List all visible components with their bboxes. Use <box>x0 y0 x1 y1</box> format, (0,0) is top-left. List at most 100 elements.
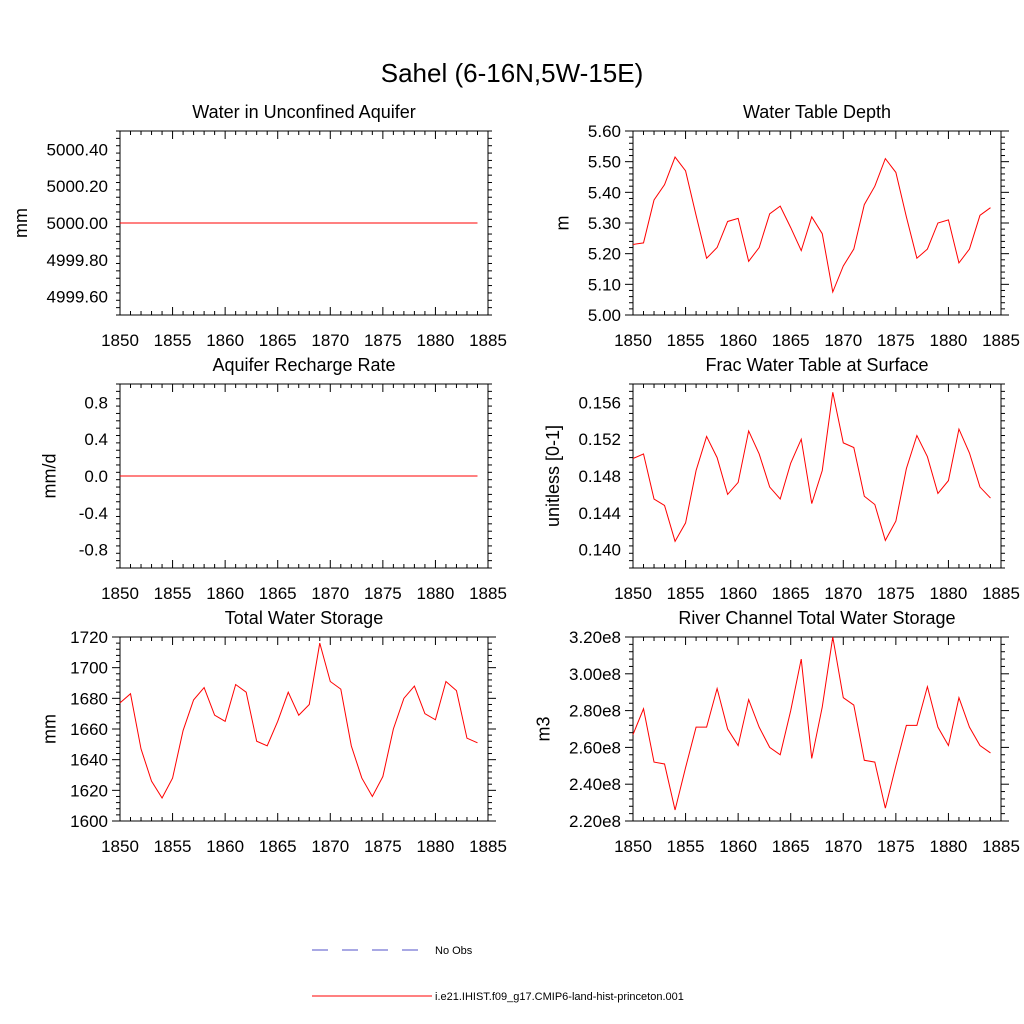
legend-obs-label: No Obs <box>435 945 473 957</box>
y-tick-label: 1600 <box>70 812 108 831</box>
y-tick-label: 1660 <box>70 720 108 739</box>
x-tick-label: 1880 <box>930 837 968 856</box>
y-tick-label: 2.40e8 <box>569 775 621 794</box>
y-axis-label: mm <box>11 208 31 238</box>
y-tick-label: -0.8 <box>79 541 108 560</box>
x-tick-label: 1880 <box>417 331 455 350</box>
y-tick-label: 2.60e8 <box>569 738 621 757</box>
x-tick-label: 1885 <box>982 584 1020 603</box>
x-tick-label: 1880 <box>930 584 968 603</box>
panels: Water in Unconfined Aquifer 1850 1855 1860 1… <box>11 102 1020 856</box>
x-tick-label: 1855 <box>667 331 705 350</box>
y-tick-label: 5.00 <box>588 306 621 325</box>
y-tick-label: 0.4 <box>84 430 108 449</box>
plot-frame <box>632 383 1002 569</box>
y-tick-label: 1720 <box>70 628 108 647</box>
y-axis-label: unitless [0-1] <box>543 425 563 527</box>
series-line <box>632 392 991 543</box>
y-tick-label: 4999.60 <box>47 288 108 307</box>
y-tick-label: 5000.40 <box>47 140 108 159</box>
x-tick-label: 1885 <box>982 837 1020 856</box>
x-tick-label: 1860 <box>719 584 757 603</box>
chart-panel-2: Water Table Depth 1850 1855 1860 1865 1870 187… <box>553 102 1020 350</box>
x-tick-label: 1855 <box>154 331 192 350</box>
y-tick-label: 0.144 <box>578 504 621 523</box>
y-axis-label: m <box>553 216 573 231</box>
y-tick-label: 0.156 <box>578 393 621 412</box>
series-line <box>632 156 991 294</box>
y-tick-label: 3.00e8 <box>569 665 621 684</box>
chart-panel-1: Water in Unconfined Aquifer 1850 1855 1860 1… <box>11 102 507 350</box>
x-tick-label: 1870 <box>311 331 349 350</box>
plot-frame <box>119 636 489 822</box>
x-tick-label: 1850 <box>101 584 139 603</box>
y-tick-label: 1620 <box>70 781 108 800</box>
legend-model-label: i.e21.IHIST.f09_g17.CMIP6-land-hist-prin… <box>435 991 684 1003</box>
x-tick-label: 1855 <box>667 584 705 603</box>
x-tick-label: 1870 <box>311 584 349 603</box>
x-tick-label: 1885 <box>469 837 507 856</box>
y-tick-label: 2.80e8 <box>569 702 621 721</box>
x-tick-label: 1850 <box>614 331 652 350</box>
y-tick-label: 3.20e8 <box>569 628 621 647</box>
x-tick-label: 1850 <box>614 837 652 856</box>
y-tick-label: 5.40 <box>588 183 621 202</box>
x-tick-label: 1870 <box>824 584 862 603</box>
y-tick-label: 4999.80 <box>47 251 108 270</box>
x-tick-label: 1865 <box>772 331 810 350</box>
y-tick-label: 5000.00 <box>47 214 108 233</box>
y-tick-label: 0.152 <box>578 430 621 449</box>
y-tick-label: 1700 <box>70 659 108 678</box>
x-tick-label: 1860 <box>206 584 244 603</box>
series-line <box>632 636 991 811</box>
x-tick-label: 1875 <box>364 837 402 856</box>
x-tick-label: 1855 <box>154 837 192 856</box>
y-tick-label: 5.20 <box>588 245 621 264</box>
x-tick-label: 1885 <box>469 584 507 603</box>
x-tick-label: 1880 <box>417 584 455 603</box>
x-tick-label: 1870 <box>824 331 862 350</box>
x-tick-label: 1880 <box>417 837 455 856</box>
y-tick-label: 5.60 <box>588 122 621 141</box>
chart-panel-4: Frac Water Table at Surface 1850 1855 1860 1… <box>543 355 1020 603</box>
x-tick-label: 1855 <box>154 584 192 603</box>
panel-title: Frac Water Table at Surface <box>705 355 928 375</box>
legend: No Obs i.e21.IHIST.f09_g17.CMIP6-land-hi… <box>312 945 684 1003</box>
chart-panel-3: Aquifer Recharge Rate 1850 1855 1860 1865 187… <box>40 355 507 603</box>
plot-frame <box>632 636 1002 822</box>
series-line <box>119 642 478 800</box>
x-tick-label: 1860 <box>206 331 244 350</box>
x-tick-label: 1865 <box>772 584 810 603</box>
y-tick-label: 5.50 <box>588 153 621 172</box>
x-tick-label: 1865 <box>772 837 810 856</box>
panel-title: Water Table Depth <box>743 102 891 122</box>
y-tick-label: 0.148 <box>578 467 621 486</box>
x-tick-label: 1865 <box>259 837 297 856</box>
y-tick-label: 1640 <box>70 751 108 770</box>
y-axis-label: m3 <box>533 716 553 741</box>
x-tick-label: 1875 <box>877 331 915 350</box>
y-tick-label: 2.20e8 <box>569 812 621 831</box>
x-tick-label: 1875 <box>877 584 915 603</box>
x-tick-label: 1865 <box>259 584 297 603</box>
x-tick-label: 1870 <box>311 837 349 856</box>
y-tick-label: 1680 <box>70 689 108 708</box>
x-tick-label: 1870 <box>824 837 862 856</box>
x-tick-label: 1880 <box>930 331 968 350</box>
panel-title: River Channel Total Water Storage <box>678 608 955 628</box>
x-tick-label: 1855 <box>667 837 705 856</box>
y-tick-label: 5.30 <box>588 214 621 233</box>
x-tick-label: 1875 <box>364 331 402 350</box>
y-tick-label: 0.0 <box>84 467 108 486</box>
panel-title: Total Water Storage <box>225 608 383 628</box>
x-tick-label: 1885 <box>982 331 1020 350</box>
x-tick-label: 1875 <box>364 584 402 603</box>
x-tick-label: 1885 <box>469 331 507 350</box>
x-tick-label: 1860 <box>719 837 757 856</box>
figure-title: Sahel (6-16N,5W-15E) <box>381 58 644 88</box>
y-axis-label: mm <box>40 714 60 744</box>
chart-panel-5: Total Water Storage 1850 1855 1860 1865 1870 1… <box>40 608 507 856</box>
x-tick-label: 1860 <box>206 837 244 856</box>
y-tick-label: 5000.20 <box>47 177 108 196</box>
